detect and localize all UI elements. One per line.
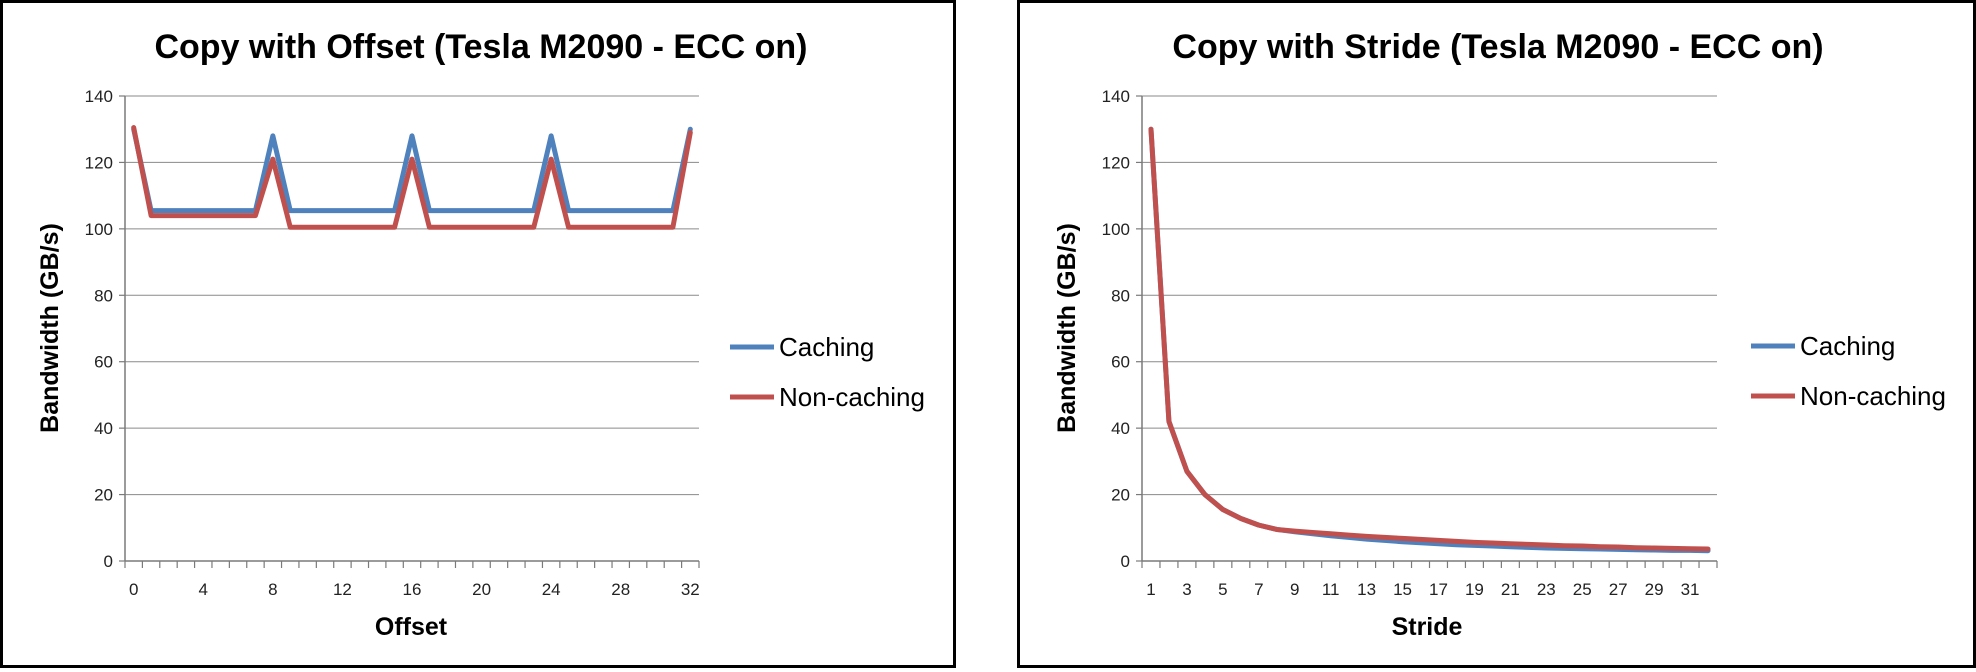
y-tick-label: 100 [85, 220, 113, 239]
x-tick-label: 28 [611, 580, 630, 599]
x-tick-label: 13 [1357, 580, 1376, 599]
y-tick-label: 80 [1111, 286, 1130, 305]
y-tick-label: 0 [1121, 552, 1130, 571]
x-tick-label: 21 [1501, 580, 1520, 599]
y-tick-label: 40 [1111, 419, 1130, 438]
x-tick-label: 24 [542, 580, 561, 599]
x-tick-label: 15 [1393, 580, 1412, 599]
y-tick-label: 20 [94, 486, 113, 505]
chart-panel-stride: Copy with Stride (Tesla M2090 - ECC on) … [1017, 0, 1976, 668]
stride-chart-svg: Copy with Stride (Tesla M2090 - ECC on) … [1053, 28, 1946, 641]
x-tick-label: 1 [1146, 580, 1155, 599]
plot-area: 0 20 40 60 80 100 120 140 0 4 8 12 16 20 24 28 32 [85, 87, 700, 599]
series-line-caching [131, 126, 693, 214]
legend: Caching Non-caching [1751, 331, 1946, 411]
x-tick-label: 31 [1681, 580, 1700, 599]
x-tick-label: 8 [268, 580, 277, 599]
y-tick-label: 120 [85, 153, 113, 172]
x-tick-label: 5 [1218, 580, 1227, 599]
x-tick-label: 20 [472, 580, 491, 599]
y-tick-label: 80 [94, 286, 113, 305]
y-tick-label: 140 [85, 87, 113, 106]
x-axis-label: Offset [375, 613, 448, 641]
y-axis-label: Bandwidth (GB/s) [36, 223, 64, 433]
chart-panel-offset: Copy with Offset (Tesla M2090 - ECC on) … [0, 0, 956, 668]
legend-label: Caching [1800, 331, 1895, 361]
y-tick-label: 60 [94, 353, 113, 372]
y-axis-label: Bandwidth (GB/s) [1053, 223, 1081, 433]
legend: Caching Non-caching [730, 332, 925, 412]
y-tick-label: 100 [1102, 220, 1130, 239]
x-tick-label: 7 [1254, 580, 1263, 599]
x-tick-label: 12 [333, 580, 352, 599]
legend-label: Non-caching [1800, 381, 1946, 411]
y-tick-label: 140 [1102, 87, 1130, 106]
series-line-non-caching [1148, 126, 1711, 552]
y-tick-label: 120 [1102, 153, 1130, 172]
chart-title: Copy with Offset (Tesla M2090 - ECC on) [154, 28, 807, 66]
y-tick-label: 0 [104, 552, 113, 571]
y-tick-label: 40 [94, 419, 113, 438]
x-tick-label: 4 [199, 580, 208, 599]
x-tick-label: 3 [1182, 580, 1191, 599]
x-tick-label: 27 [1609, 580, 1628, 599]
series-line-caching [1148, 126, 1711, 554]
y-tick-label: 20 [1111, 486, 1130, 505]
chart-title: Copy with Stride (Tesla M2090 - ECC on) [1172, 28, 1823, 66]
offset-chart-svg: Copy with Offset (Tesla M2090 - ECC on) … [36, 28, 925, 641]
y-tick-label: 60 [1111, 353, 1130, 372]
x-tick-label: 25 [1573, 580, 1592, 599]
x-tick-label: 17 [1429, 580, 1448, 599]
x-tick-label: 23 [1537, 580, 1556, 599]
x-tick-label: 9 [1290, 580, 1299, 599]
legend-label: Caching [779, 332, 874, 362]
series-line-non-caching [131, 125, 693, 230]
legend-label: Non-caching [779, 382, 925, 412]
x-tick-label: 19 [1465, 580, 1484, 599]
x-tick-label: 32 [681, 580, 700, 599]
x-tick-label: 29 [1645, 580, 1664, 599]
x-tick-label: 11 [1322, 580, 1340, 599]
x-tick-label: 16 [403, 580, 422, 599]
x-axis-label: Stride [1392, 613, 1463, 641]
x-tick-label: 0 [129, 580, 138, 599]
